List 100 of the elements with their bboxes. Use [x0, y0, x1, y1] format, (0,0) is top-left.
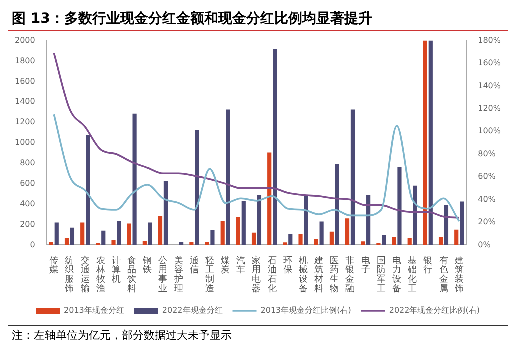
- bar: [236, 217, 240, 246]
- bar: [257, 195, 262, 246]
- bar: [242, 201, 246, 246]
- bar: [49, 242, 54, 246]
- y-tick-label: 1800: [15, 56, 36, 66]
- bar: [220, 221, 225, 246]
- x-tick-label: 农林牧渔: [95, 255, 106, 295]
- x-tick-label: 基础化工: [407, 255, 418, 295]
- bar: [345, 218, 350, 246]
- x-tick-label: 石油石化: [268, 256, 277, 295]
- bar: [350, 110, 356, 246]
- x-tick-label: 食品饮料: [126, 255, 137, 295]
- y2-tick-label: 20%: [478, 218, 496, 227]
- y-tick-label: 0: [30, 240, 36, 250]
- line-series: [53, 52, 460, 219]
- legend-label: 2013年现金分红: [64, 306, 124, 316]
- y-tick-label: 1600: [15, 76, 36, 86]
- bar: [314, 239, 318, 246]
- x-tick-label: 公用事业: [158, 255, 168, 295]
- bar: [392, 237, 396, 246]
- text: 注：左轴单位为亿元，部分数据过大未予显示: [12, 329, 232, 342]
- bar: [102, 230, 106, 246]
- y2-tick-label: 60%: [478, 172, 496, 182]
- bar: [366, 195, 371, 246]
- bar: [335, 164, 340, 246]
- chart-title: 图 13：多数行业现金分红金额和现金分红比例均显著提升: [8, 8, 508, 31]
- y2-tick-label: 100%: [478, 126, 502, 136]
- x-tick-label: 轻工制造: [205, 255, 214, 295]
- bar: [148, 222, 152, 246]
- bar: [428, 40, 433, 246]
- y-tick-label: 800: [20, 158, 36, 168]
- bar: [330, 232, 334, 246]
- bar: [361, 242, 366, 246]
- bar: [226, 110, 230, 246]
- y-tick-label: 1000: [15, 138, 36, 148]
- legend-label: 2022年现金分红: [162, 306, 223, 316]
- y2-tick-label: 0%: [478, 240, 492, 250]
- x-tick-label: 电子: [361, 255, 370, 276]
- bar: [413, 186, 418, 246]
- x-tick-label: 纺织服饰: [64, 255, 74, 295]
- x-tick-label: 有色金属: [439, 255, 448, 295]
- bar: [460, 202, 464, 246]
- y2-tick-label: 40%: [478, 194, 496, 204]
- bar: [127, 224, 132, 246]
- bar: [142, 241, 147, 246]
- x-tick-label: 钢铁: [142, 255, 152, 276]
- x-tick-label: 机械设备: [298, 255, 308, 295]
- bar: [54, 222, 59, 246]
- bar: [288, 234, 293, 246]
- bar: [423, 40, 428, 246]
- y2-tick-label: 180%: [478, 36, 502, 45]
- bar: [273, 48, 278, 246]
- x-tick-label: 建筑装饰: [454, 255, 464, 295]
- bar: [268, 152, 272, 246]
- bar: [210, 230, 215, 246]
- x-tick-label: 环保: [283, 256, 292, 276]
- bar: [454, 230, 459, 246]
- bar: [190, 242, 194, 246]
- bar: [205, 242, 210, 246]
- bar: [117, 221, 122, 246]
- bar: [158, 216, 163, 246]
- y-tick-label: 1400: [15, 97, 36, 106]
- x-tick-label: 传媒: [50, 255, 59, 276]
- y-tick-label: 400: [20, 199, 36, 208]
- x-tick-label: 煤炭: [221, 255, 230, 276]
- x-tick-label: 通信: [190, 255, 199, 276]
- bar: [444, 205, 449, 246]
- bar: [382, 234, 386, 246]
- y2-tick-label: 140%: [478, 81, 502, 90]
- bar: [80, 222, 85, 246]
- bar: [86, 135, 90, 246]
- x-tick-label: 家用电器: [252, 255, 262, 295]
- bar: [132, 114, 137, 246]
- x-tick-label: 交通运输: [80, 255, 90, 295]
- x-tick-label: 医药生物: [330, 255, 340, 295]
- bar: [408, 238, 412, 246]
- line-series: [53, 114, 460, 222]
- bar: [195, 130, 200, 246]
- y-tick-label: 1200: [15, 118, 36, 127]
- x-tick-label: 电力设备: [392, 255, 402, 295]
- bar: [438, 237, 444, 246]
- bar: [304, 195, 308, 246]
- bar: [252, 232, 256, 246]
- x-tick-label: 非银金融: [344, 255, 355, 295]
- x-tick-label: 银行: [422, 255, 433, 276]
- y2-tick-label: 160%: [478, 58, 502, 68]
- bar: [112, 240, 116, 246]
- bar: [64, 238, 70, 246]
- y-tick-label: 200: [20, 220, 36, 229]
- bar: [70, 228, 75, 246]
- x-tick-label: 建筑材料: [314, 255, 324, 295]
- x-tick-label: 计算机: [112, 255, 121, 286]
- legend-label: 2022年现金分红比例(右): [389, 306, 480, 316]
- bar: [164, 181, 168, 246]
- bar: [298, 234, 303, 246]
- bar: [283, 242, 288, 246]
- y2-tick-label: 80%: [478, 149, 496, 158]
- bar: [320, 222, 324, 246]
- y-tick-label: 600: [20, 178, 36, 188]
- legend-label: 2013年现金分红比例(右): [260, 306, 352, 316]
